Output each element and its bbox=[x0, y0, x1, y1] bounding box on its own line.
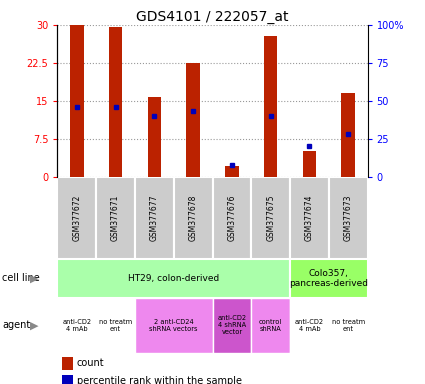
Text: GSM377673: GSM377673 bbox=[344, 195, 353, 241]
Text: no treatm
ent: no treatm ent bbox=[332, 319, 365, 332]
Text: GSM377676: GSM377676 bbox=[227, 195, 236, 241]
Bar bbox=[57, 298, 96, 353]
Bar bbox=[212, 177, 251, 259]
Bar bbox=[57, 259, 290, 298]
Text: count: count bbox=[76, 358, 104, 368]
Bar bbox=[290, 177, 329, 259]
Text: agent: agent bbox=[2, 320, 30, 331]
Text: cell line: cell line bbox=[2, 273, 40, 283]
Bar bbox=[62, 375, 73, 384]
Text: percentile rank within the sample: percentile rank within the sample bbox=[76, 376, 241, 384]
Text: HT29, colon-derived: HT29, colon-derived bbox=[128, 274, 219, 283]
Bar bbox=[109, 28, 122, 177]
Bar bbox=[212, 298, 251, 353]
Bar bbox=[329, 298, 368, 353]
Bar bbox=[251, 298, 290, 353]
Text: no treatm
ent: no treatm ent bbox=[99, 319, 132, 332]
Title: GDS4101 / 222057_at: GDS4101 / 222057_at bbox=[136, 10, 289, 24]
Bar bbox=[96, 298, 135, 353]
Bar bbox=[70, 25, 84, 177]
Bar bbox=[290, 259, 368, 298]
Text: GSM377674: GSM377674 bbox=[305, 195, 314, 241]
Text: GSM377675: GSM377675 bbox=[266, 195, 275, 241]
Bar bbox=[251, 177, 290, 259]
Text: ▶: ▶ bbox=[30, 273, 38, 283]
Bar bbox=[135, 298, 212, 353]
Text: anti-CD2
4 mAb: anti-CD2 4 mAb bbox=[62, 319, 91, 332]
Bar bbox=[303, 151, 316, 177]
Text: ▶: ▶ bbox=[30, 320, 38, 331]
Bar bbox=[264, 36, 278, 177]
Bar bbox=[147, 97, 161, 177]
Text: GSM377678: GSM377678 bbox=[189, 195, 198, 241]
Text: 2 anti-CD24
shRNA vectors: 2 anti-CD24 shRNA vectors bbox=[150, 319, 198, 332]
Bar bbox=[96, 177, 135, 259]
Text: anti-CD2
4 mAb: anti-CD2 4 mAb bbox=[295, 319, 324, 332]
Bar bbox=[329, 177, 368, 259]
Bar bbox=[186, 63, 200, 177]
Text: GSM377677: GSM377677 bbox=[150, 195, 159, 241]
Text: GSM377672: GSM377672 bbox=[72, 195, 81, 241]
Bar bbox=[341, 93, 355, 177]
Bar bbox=[225, 166, 239, 177]
Bar bbox=[57, 177, 96, 259]
Bar bbox=[62, 357, 73, 370]
Text: control
shRNA: control shRNA bbox=[259, 319, 282, 332]
Text: GSM377671: GSM377671 bbox=[111, 195, 120, 241]
Bar bbox=[174, 177, 212, 259]
Text: anti-CD2
4 shRNA
vector: anti-CD2 4 shRNA vector bbox=[217, 315, 246, 336]
Text: Colo357,
pancreas-derived: Colo357, pancreas-derived bbox=[289, 269, 368, 288]
Bar bbox=[135, 177, 174, 259]
Bar bbox=[290, 298, 329, 353]
